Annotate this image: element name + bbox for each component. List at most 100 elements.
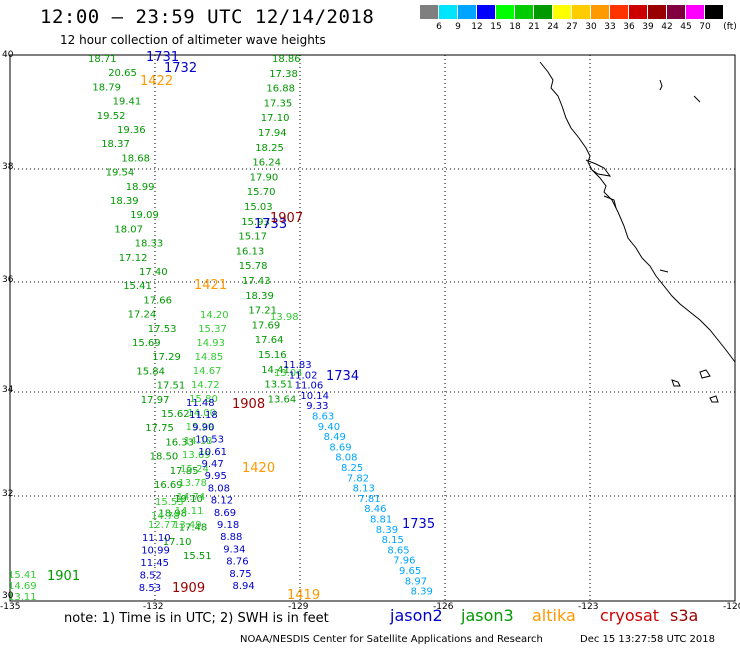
wave-height-label: 18.33 bbox=[135, 239, 164, 250]
pass-time-label: 1422 bbox=[140, 74, 173, 89]
wave-height-label: 13.51 bbox=[264, 380, 293, 391]
pass-time-label: 1421 bbox=[194, 278, 227, 293]
lat-tick-label: 36 bbox=[2, 275, 14, 285]
wave-height-label: 9.34 bbox=[223, 544, 245, 555]
lat-tick-label: 30 bbox=[2, 591, 14, 601]
wave-height-label: 17.40 bbox=[139, 267, 168, 278]
wave-height-label: 7.81 bbox=[358, 494, 380, 505]
lon-tick-label: -123 bbox=[578, 602, 599, 612]
wave-height-label: 7.96 bbox=[393, 556, 415, 567]
lon-tick-label: -132 bbox=[143, 602, 164, 612]
coastline bbox=[539, 61, 736, 403]
wave-height-label: 19.09 bbox=[130, 210, 159, 221]
wave-height-label: 8.08 bbox=[208, 483, 230, 494]
wave-height-label: 13.49 bbox=[173, 520, 202, 531]
wave-height-label: 15.53 bbox=[155, 497, 184, 508]
color-swatch bbox=[515, 5, 534, 19]
wave-height-label: 11.02 bbox=[289, 370, 318, 381]
wave-height-label: 18.68 bbox=[121, 153, 150, 164]
wave-height-label: 14.72 bbox=[191, 380, 220, 391]
wave-height-label: 17.66 bbox=[143, 295, 172, 306]
wave-height-label: 8.65 bbox=[387, 545, 409, 556]
wave-height-label: 13.69 bbox=[182, 450, 211, 461]
wave-height-label: 17.75 bbox=[145, 423, 174, 434]
wave-height-label: 14.41 bbox=[261, 365, 290, 376]
wave-height-label: 15.41 bbox=[123, 281, 152, 292]
wave-height-label: 7.82 bbox=[347, 473, 369, 484]
wave-height-label: 17.64 bbox=[255, 335, 284, 346]
wave-height-label: 8.81 bbox=[370, 515, 392, 526]
wave-height-label: 17.97 bbox=[141, 395, 170, 406]
wave-height-label: 17.10 bbox=[163, 537, 192, 548]
grid-lines bbox=[10, 55, 735, 601]
color-swatch bbox=[553, 5, 572, 19]
wave-height-label: 8.52 bbox=[140, 571, 162, 582]
wave-height-label: 19.36 bbox=[117, 125, 146, 136]
wave-height-label: 16.88 bbox=[266, 84, 295, 95]
color-tick: 6 bbox=[436, 22, 442, 32]
wave-height-label: 17.48 bbox=[179, 523, 208, 534]
color-swatch bbox=[439, 5, 458, 19]
wave-height-label: 19.41 bbox=[113, 97, 142, 108]
wave-height-label: 20.65 bbox=[108, 68, 137, 79]
page-subtitle: 12 hour collection of altimeter wave hei… bbox=[60, 33, 326, 47]
wave-height-label: 10.99 bbox=[141, 546, 170, 557]
wave-height-labels: 18.71 20.65 18.79 19.41 19.52 19.36 18.37 18.68… bbox=[8, 50, 435, 603]
wave-height-label: 11.48 bbox=[186, 398, 215, 409]
color-swatch bbox=[572, 5, 591, 19]
wave-height-label: 13.11 bbox=[8, 592, 37, 603]
color-tick: 24 bbox=[547, 22, 559, 32]
wave-height-label: 11.18 bbox=[189, 410, 218, 421]
lon-tick-label: -120 bbox=[723, 602, 740, 612]
wave-height-label: 12.77 bbox=[148, 520, 177, 531]
color-tick: 39 bbox=[642, 22, 654, 32]
color-swatch bbox=[629, 5, 648, 19]
wave-height-label: 14.93 bbox=[196, 338, 225, 349]
wave-height-label: 8.39 bbox=[411, 587, 433, 598]
wave-height-label: 9.47 bbox=[202, 459, 224, 470]
pass-time-label: 1909 bbox=[172, 581, 205, 596]
wave-height-label: 9.95 bbox=[205, 471, 227, 482]
wave-height-label: 8.69 bbox=[329, 442, 351, 453]
wave-height-label: 17.12 bbox=[119, 253, 148, 264]
wave-height-label: 17.69 bbox=[252, 320, 281, 331]
color-tick: 9 bbox=[455, 22, 461, 32]
wave-height-label: 17.51 bbox=[157, 381, 186, 392]
color-tick: 18 bbox=[509, 22, 521, 32]
wave-height-label: 18.39 bbox=[245, 291, 274, 302]
lat-tick-label: 40 bbox=[2, 50, 14, 60]
color-swatch bbox=[705, 5, 724, 19]
wave-height-label: 19.52 bbox=[97, 111, 126, 122]
wave-height-label: 19.10 bbox=[174, 494, 203, 505]
wave-height-label: 8.15 bbox=[382, 535, 404, 546]
pass-time-label: 1733 bbox=[254, 217, 287, 232]
wave-height-label: 8.88 bbox=[220, 532, 242, 543]
wave-height-label: 10.14 bbox=[300, 391, 329, 402]
wave-height-label: 11.83 bbox=[283, 360, 312, 371]
wave-height-label: 8.13 bbox=[353, 484, 375, 495]
wave-height-label: 15.41 bbox=[8, 570, 37, 581]
color-swatch bbox=[534, 5, 553, 19]
wave-height-label: 14.20 bbox=[200, 310, 229, 321]
wave-height-label: 17.24 bbox=[128, 310, 157, 321]
wave-height-label: 15.16 bbox=[258, 350, 287, 361]
wave-height-label: 8.75 bbox=[229, 569, 251, 580]
wave-height-label: 9.33 bbox=[306, 401, 328, 412]
wave-height-label: 8.53 bbox=[139, 583, 161, 594]
legend-jason3: jason3 bbox=[461, 606, 514, 625]
color-tick: 27 bbox=[566, 22, 578, 32]
wave-height-label: 18.86 bbox=[272, 54, 301, 65]
color-tick: 33 bbox=[604, 22, 616, 32]
color-tick: 12 bbox=[471, 22, 483, 32]
wave-height-label: 17.35 bbox=[264, 98, 293, 109]
wave-height-label: 15.51 bbox=[183, 551, 212, 562]
wave-height-label: 18.99 bbox=[126, 182, 155, 193]
wave-height-label: 14.67 bbox=[193, 366, 222, 377]
color-swatch bbox=[458, 5, 477, 19]
color-swatch bbox=[591, 5, 610, 19]
wave-height-label: 14.11 bbox=[175, 506, 204, 517]
footer-timestamp: Dec 15 13:27:58 UTC 2018 bbox=[580, 634, 715, 645]
wave-height-label: 8.08 bbox=[335, 453, 357, 464]
color-swatch bbox=[420, 5, 439, 19]
footer-note: note: 1) Time is in UTC; 2) SWH is in fe… bbox=[64, 611, 329, 626]
